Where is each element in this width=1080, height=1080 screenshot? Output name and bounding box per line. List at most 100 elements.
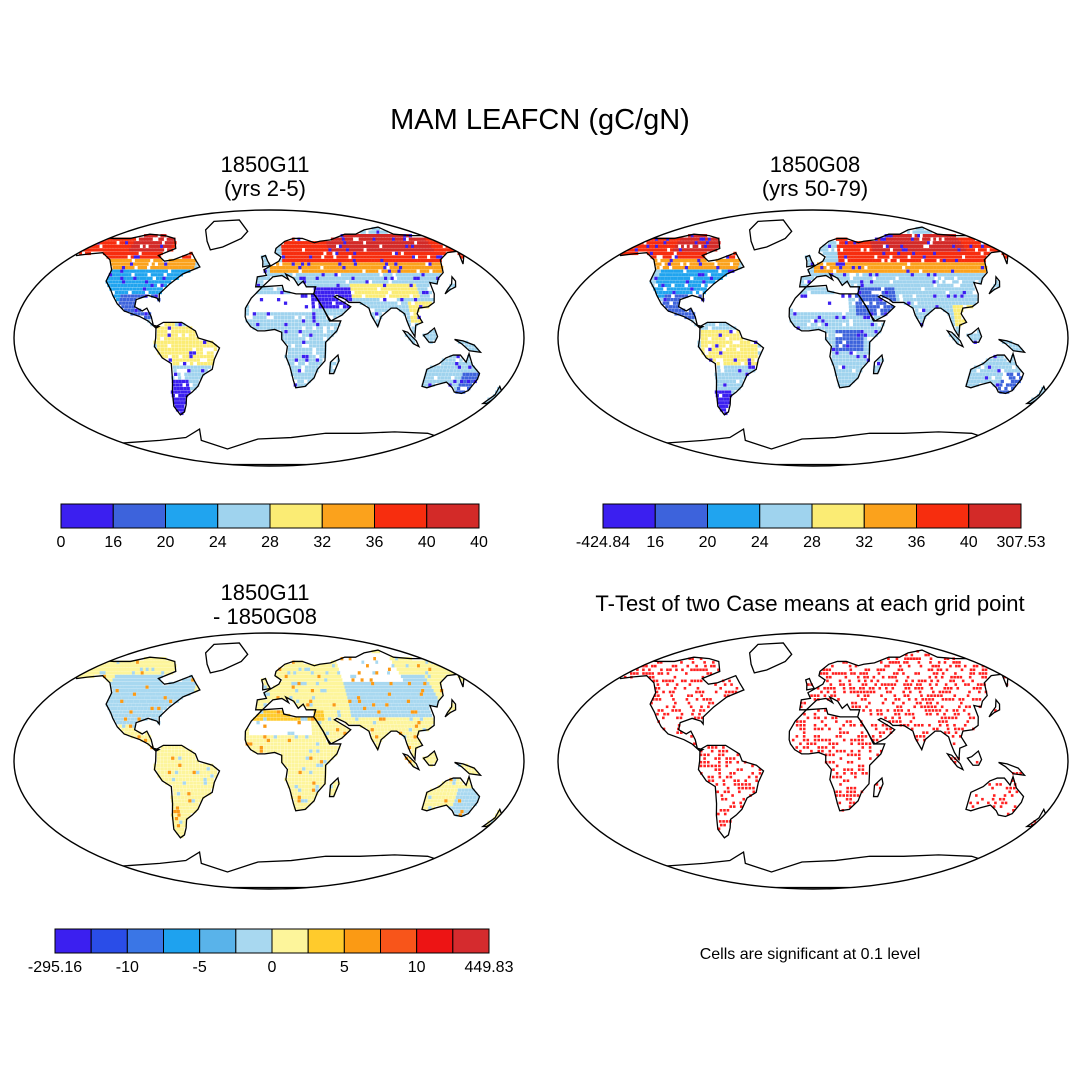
grid-cell — [938, 262, 942, 266]
grid-cell — [302, 273, 306, 277]
grid-cell — [646, 241, 650, 245]
grid-cell — [343, 269, 347, 273]
grid-cell — [1004, 369, 1008, 373]
grid-cell — [859, 308, 863, 312]
grid-cell — [887, 308, 891, 312]
grid-cell — [988, 237, 993, 241]
grid-cell — [156, 337, 161, 341]
grid-cell — [202, 340, 207, 344]
grid-cell — [704, 333, 708, 337]
grid-cell — [824, 294, 828, 298]
grid-cell — [294, 301, 298, 305]
grid-cell — [904, 273, 908, 277]
grid-cell — [405, 241, 410, 245]
grid-cell — [182, 781, 186, 785]
grid-cell — [844, 294, 849, 298]
grid-cell — [728, 372, 732, 376]
grid-cell — [909, 294, 913, 298]
grid-cell — [697, 241, 701, 245]
grid-cell — [119, 287, 123, 291]
grid-cell — [992, 362, 996, 366]
grid-cell — [959, 290, 963, 295]
grid-cell — [137, 283, 141, 288]
grid-cell — [210, 351, 214, 355]
grid-cell — [183, 788, 187, 792]
grid-cell — [848, 369, 853, 373]
grid-cell — [322, 276, 326, 280]
grid-cell — [379, 230, 383, 234]
grid-cell — [870, 322, 874, 327]
grid-cell — [387, 269, 392, 273]
grid-cell — [876, 266, 881, 270]
grid-cell — [807, 287, 811, 291]
grid-cell — [820, 290, 825, 295]
grid-cell — [659, 255, 663, 259]
grid-cell — [465, 244, 470, 248]
grid-cell — [427, 376, 431, 380]
grid-cell — [849, 344, 853, 348]
grid-cell — [708, 326, 712, 330]
grid-cell — [814, 319, 818, 323]
grid-cell — [315, 319, 320, 323]
grid-cell — [171, 333, 175, 337]
grid-cell — [859, 258, 864, 263]
grid-cell — [898, 276, 903, 280]
grid-cell — [155, 269, 159, 273]
grid-cell — [842, 266, 846, 270]
grid-cell — [291, 237, 296, 241]
grid-cell — [870, 266, 874, 270]
grid-cell — [856, 315, 860, 320]
grid-cell — [288, 262, 292, 266]
grid-cell — [112, 266, 116, 270]
grid-cell — [814, 322, 818, 327]
grid-cell — [1010, 379, 1015, 384]
grid-cell — [652, 241, 656, 245]
grid-cell — [122, 301, 126, 305]
grid-cell — [973, 369, 977, 373]
grid-cell — [333, 315, 337, 320]
grid-cell — [828, 326, 832, 330]
grid-cell — [849, 322, 853, 327]
grid-cell — [711, 248, 715, 252]
grid-cell — [946, 241, 951, 245]
grid-cell — [845, 301, 849, 305]
grid-cell — [892, 255, 896, 259]
grid-cell — [887, 248, 891, 252]
grid-cell — [845, 319, 850, 323]
grid-cell — [972, 262, 976, 266]
grid-cell — [302, 344, 306, 348]
grid-cell — [935, 262, 939, 266]
grid-cell — [846, 340, 850, 344]
grid-cell — [876, 308, 881, 312]
grid-cell — [144, 273, 148, 277]
grid-cell — [328, 301, 333, 305]
grid-cell — [301, 301, 305, 305]
grid-cell — [326, 319, 330, 323]
grid-cell — [864, 251, 868, 256]
grid-cell — [185, 351, 189, 355]
grid-cell — [340, 241, 344, 245]
grid-cell — [914, 305, 918, 309]
grid-cell — [273, 290, 277, 295]
grid-cell — [411, 266, 415, 270]
grid-cell — [190, 788, 194, 792]
grid-cell — [302, 347, 306, 352]
grid-cell — [945, 301, 949, 305]
grid-cell — [1011, 369, 1015, 373]
grid-cell — [259, 294, 264, 298]
grid-cell — [122, 237, 126, 241]
grid-cell — [180, 813, 185, 817]
grid-cell — [376, 230, 380, 234]
grid-cell — [356, 283, 360, 288]
grid-cell — [290, 369, 295, 373]
grid-cell — [136, 276, 140, 280]
grid-cell — [417, 237, 421, 241]
grid-cell — [376, 244, 380, 248]
grid-cell — [744, 362, 748, 366]
grid-cell — [842, 312, 846, 316]
grid-cell — [151, 280, 155, 284]
grid-cell — [894, 237, 898, 241]
grid-cell — [373, 266, 378, 270]
grid-cell — [643, 244, 647, 248]
grid-cell — [456, 369, 461, 373]
